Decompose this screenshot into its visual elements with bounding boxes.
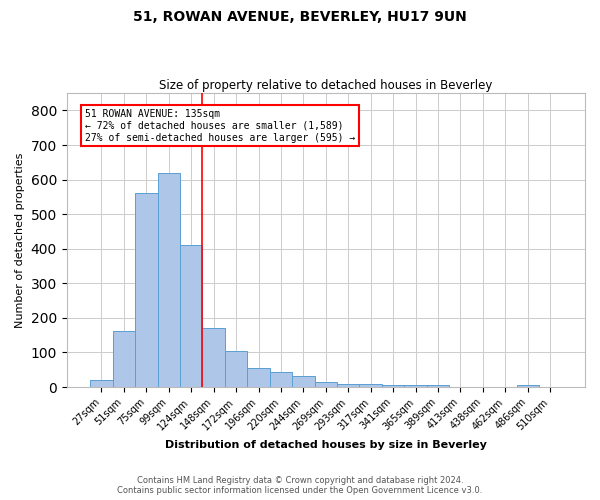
Bar (292, 376, 314, 387)
Bar (427, 386, 449, 387)
Text: 51, ROWAN AVENUE, BEVERLEY, HU17 9UN: 51, ROWAN AVENUE, BEVERLEY, HU17 9UN (133, 10, 467, 24)
Bar (517, 385, 539, 387)
Bar (314, 382, 337, 387)
Text: 51 ROWAN AVENUE: 135sqm
← 72% of detached houses are smaller (1,589)
27% of semi: 51 ROWAN AVENUE: 135sqm ← 72% of detache… (85, 110, 355, 142)
Y-axis label: Number of detached properties: Number of detached properties (15, 152, 25, 328)
Bar (158, 172, 180, 387)
Text: Contains HM Land Registry data © Crown copyright and database right 2024.
Contai: Contains HM Land Registry data © Crown c… (118, 476, 482, 495)
X-axis label: Distribution of detached houses by size in Beverley: Distribution of detached houses by size … (165, 440, 487, 450)
Bar (337, 384, 359, 387)
Bar (247, 368, 270, 387)
Bar (225, 351, 247, 387)
Bar (382, 384, 404, 387)
Bar (113, 331, 135, 387)
Bar (270, 372, 292, 387)
Bar (202, 328, 225, 387)
Bar (404, 386, 427, 387)
Title: Size of property relative to detached houses in Beverley: Size of property relative to detached ho… (159, 79, 493, 92)
Bar (135, 194, 158, 387)
Bar (180, 246, 202, 387)
Bar (90, 380, 113, 387)
Bar (359, 384, 382, 387)
